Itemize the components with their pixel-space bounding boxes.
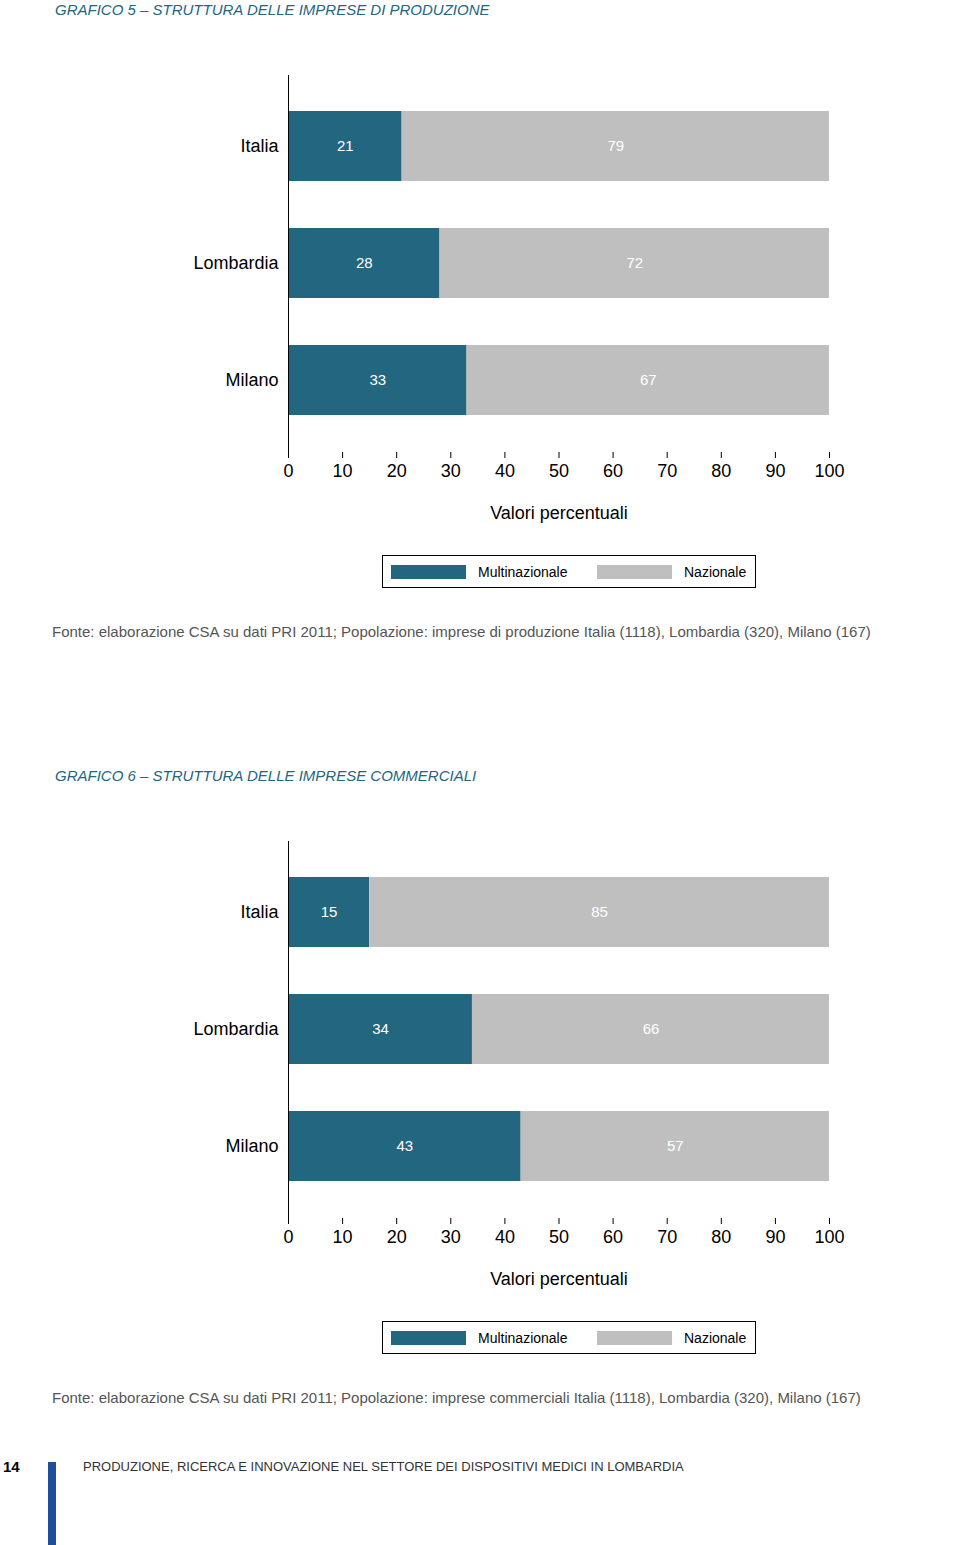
svg-text:66: 66 <box>643 1020 660 1037</box>
svg-text:50: 50 <box>549 461 569 481</box>
html-text:GRAFICO 6 – STRUTTURA DELLE IM: GRAFICO 6 – STRUTTURA DELLE IMPRESE COMM… <box>55 767 477 784</box>
html-text:Nazionale: Nazionale <box>684 1330 747 1346</box>
svg-text:40: 40 <box>495 1227 515 1247</box>
html-text:PRODUZIONE, RICERCA E INNOVAZI: PRODUZIONE, RICERCA E INNOVAZIONE NEL SE… <box>83 1459 684 1474</box>
html-text:Fonte: elaborazione CSA su dat: Fonte: elaborazione CSA su dati PRI 2011… <box>52 1389 861 1406</box>
svg-text:Italia: Italia <box>240 902 279 922</box>
svg-text:0: 0 <box>283 1227 293 1247</box>
svg-text:60: 60 <box>603 461 623 481</box>
html-text:Multinazionale: Multinazionale <box>478 564 568 580</box>
html-text:GRAFICO 5 – STRUTTURA DELLE IM: GRAFICO 5 – STRUTTURA DELLE IMPRESE DI P… <box>55 1 490 18</box>
svg-text:100: 100 <box>814 461 844 481</box>
svg-text:34: 34 <box>372 1020 389 1037</box>
svg-text:85: 85 <box>591 903 608 920</box>
svg-text:Lombardia: Lombardia <box>193 1019 279 1039</box>
svg-text:57: 57 <box>667 1137 684 1154</box>
svg-text:Milano: Milano <box>225 1136 278 1156</box>
svg-text:67: 67 <box>640 371 657 388</box>
svg-text:0: 0 <box>283 461 293 481</box>
svg-text:60: 60 <box>603 1227 623 1247</box>
svg-text:43: 43 <box>396 1137 413 1154</box>
svg-text:10: 10 <box>333 461 353 481</box>
svg-text:20: 20 <box>387 461 407 481</box>
html-text:Multinazionale: Multinazionale <box>478 1330 568 1346</box>
svg-text:Lombardia: Lombardia <box>193 253 279 273</box>
html-text:Fonte: elaborazione CSA su dat: Fonte: elaborazione CSA su dati PRI 2011… <box>52 623 871 640</box>
svg-text:30: 30 <box>441 1227 461 1247</box>
html-text:14: 14 <box>3 1458 20 1475</box>
svg-text:80: 80 <box>711 1227 731 1247</box>
svg-text:20: 20 <box>387 1227 407 1247</box>
svg-text:70: 70 <box>657 1227 677 1247</box>
svg-text:33: 33 <box>369 371 386 388</box>
svg-text:28: 28 <box>356 254 373 271</box>
svg-text:72: 72 <box>626 254 643 271</box>
svg-text:21: 21 <box>337 137 354 154</box>
svg-text:10: 10 <box>333 1227 353 1247</box>
svg-text:79: 79 <box>607 137 624 154</box>
svg-text:50: 50 <box>549 1227 569 1247</box>
svg-text:Italia: Italia <box>240 136 279 156</box>
svg-text:100: 100 <box>814 1227 844 1247</box>
svg-text:70: 70 <box>657 461 677 481</box>
svg-text:30: 30 <box>441 461 461 481</box>
svg-text:80: 80 <box>711 461 731 481</box>
svg-text:15: 15 <box>321 903 338 920</box>
svg-text:Milano: Milano <box>225 370 278 390</box>
svg-text:90: 90 <box>765 1227 785 1247</box>
svg-text:40: 40 <box>495 461 515 481</box>
svg-text:Valori percentuali: Valori percentuali <box>490 1269 628 1289</box>
svg-text:90: 90 <box>765 461 785 481</box>
svg-text:Valori percentuali: Valori percentuali <box>490 503 628 523</box>
html-text:Nazionale: Nazionale <box>684 564 747 580</box>
